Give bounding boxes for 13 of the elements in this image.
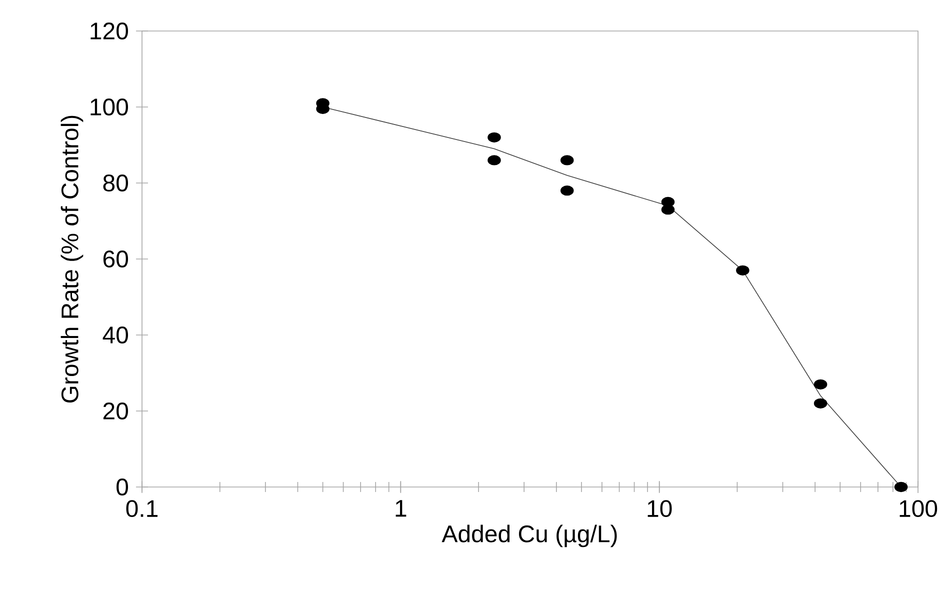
x-tick-label: 10 (648, 500, 672, 518)
y-tick-label: 120 (90, 22, 128, 40)
x-tick-label: 0.1 (126, 500, 158, 518)
y-tick-label: 20 (103, 402, 128, 420)
y-axis-title: Growth Rate (% of Control) (60, 116, 84, 403)
x-axis-title: Added Cu (µg/L) (442, 524, 617, 548)
y-tick-label: 100 (90, 98, 128, 116)
x-tick-label: 100 (900, 500, 938, 518)
y-tick-label: 80 (103, 174, 128, 192)
y-tick-label: 0 (116, 478, 128, 496)
y-tick-label: 40 (102, 326, 128, 344)
y-tick-label: 60 (103, 250, 128, 268)
x-tick-label: 1 (396, 500, 406, 517)
